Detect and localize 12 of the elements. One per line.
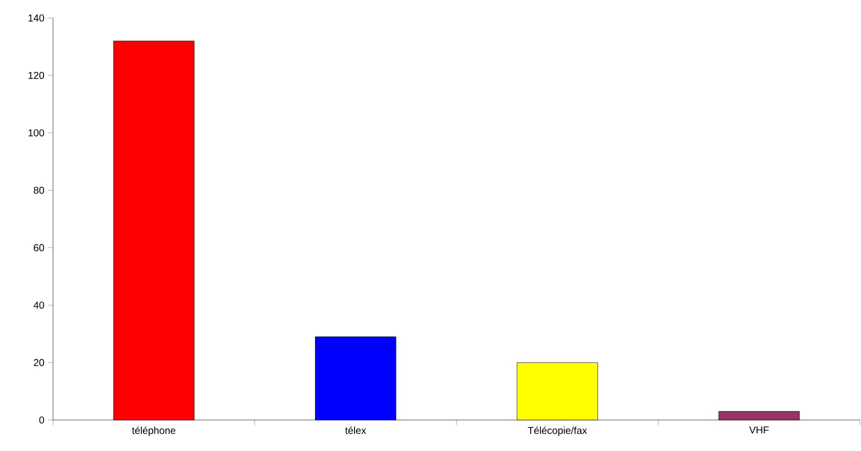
y-tick-label: 120 [28,72,44,79]
x-tick-label: VHF [749,426,769,434]
y-tick-label: 140 [28,14,44,22]
y-tick-label: 40 [34,302,44,309]
y-tick-label: 60 [34,244,44,252]
x-tick-label: télex [345,426,366,434]
y-tick-label: 20 [34,359,44,366]
y-tick-label: 100 [28,129,44,136]
y-tick-label: 80 [34,186,44,194]
x-tick-label: téléphone [132,426,176,436]
x-tick-label: Télécopie/fax [528,426,587,436]
y-tick-label: 0 [39,416,44,424]
